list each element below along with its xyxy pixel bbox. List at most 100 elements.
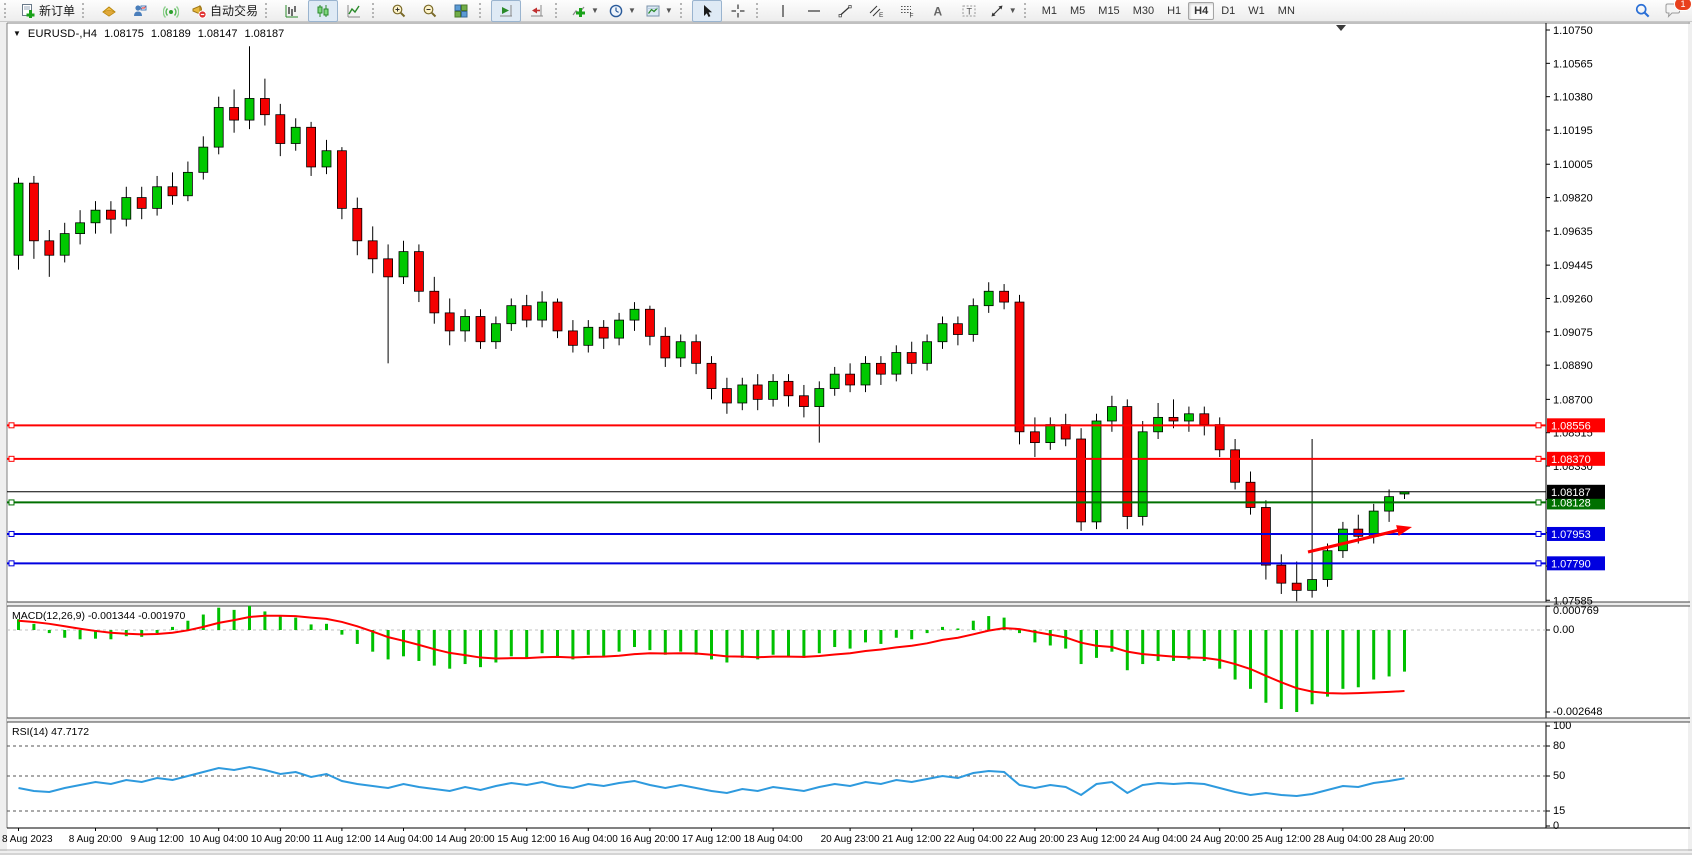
candles[interactable] — [13, 46, 1410, 602]
candle-bear[interactable] — [645, 308, 655, 337]
templates-button[interactable]: ▼ — [641, 0, 677, 22]
candle-bull[interactable] — [121, 197, 132, 220]
signals-button[interactable] — [156, 0, 186, 22]
candle-bear[interactable] — [953, 323, 963, 335]
candle-bear[interactable] — [106, 209, 116, 220]
chart-window[interactable]: ▼ EURUSD-,H4 1.08175 1.08189 1.08147 1.0… — [0, 22, 1692, 853]
zoom-out-button[interactable] — [415, 0, 445, 22]
candle-bull[interactable] — [182, 171, 193, 197]
time-axis[interactable]: 8 Aug 2023 8 Aug 20:00 9 Aug 12:00 10 Aug 0… — [2, 828, 1434, 845]
candle-bear[interactable] — [475, 316, 486, 343]
candle-bull[interactable] — [860, 362, 871, 386]
timeframe-h4[interactable]: H4 — [1188, 1, 1215, 20]
candle-bear[interactable] — [552, 301, 563, 332]
annotations[interactable] — [1307, 525, 1412, 554]
candle-bear[interactable] — [906, 352, 917, 364]
price-axis[interactable]: 1.10750 1.10565 1.10380 1.10195 1.10005 1.098… — [1546, 25, 1605, 607]
candle-bear[interactable] — [1353, 528, 1364, 537]
periods-button[interactable]: ▼ — [604, 0, 640, 22]
candle-bull[interactable] — [398, 251, 409, 278]
candle-bull[interactable] — [629, 308, 640, 321]
candle-bear[interactable] — [1060, 424, 1071, 440]
label-button[interactable]: T — [954, 0, 984, 22]
arrows-button[interactable]: ▼ — [985, 0, 1021, 22]
candle-bull[interactable] — [937, 323, 948, 343]
candle-bull[interactable] — [922, 341, 932, 364]
autotrading-button[interactable]: 自动交易 — [187, 0, 262, 22]
candle-bull[interactable] — [983, 290, 994, 307]
candle-bear[interactable] — [1014, 301, 1025, 433]
chat-button[interactable]: 1 — [1658, 0, 1692, 22]
fibonacci-button[interactable]: F — [892, 0, 922, 22]
candle-bear[interactable] — [521, 305, 532, 321]
candle-bear[interactable] — [799, 395, 809, 407]
candle-bull[interactable] — [614, 319, 624, 339]
candle-bear[interactable] — [1030, 431, 1040, 444]
timeframe-w1[interactable]: W1 — [1242, 2, 1271, 20]
rsi-pane[interactable]: RSI(14) 47.7172 100 80 50 15 0 — [7, 720, 1571, 832]
trendline-button[interactable] — [830, 0, 860, 22]
candle-bear[interactable] — [1291, 582, 1302, 591]
candle-bear[interactable] — [429, 290, 440, 314]
candle-bear[interactable] — [413, 251, 424, 292]
candle-bear[interactable] — [1245, 481, 1256, 508]
candle-bear[interactable] — [999, 290, 1009, 303]
toolbar-grip[interactable] — [265, 3, 272, 18]
candle-bear[interactable] — [1168, 416, 1179, 422]
bar-chart-button[interactable] — [277, 0, 307, 22]
candle-bear[interactable] — [691, 341, 701, 364]
macd-pane[interactable]: MACD(12,26,9) -0.001344 -0.001970 0.00076… — [7, 605, 1603, 718]
candle-bull[interactable] — [768, 380, 778, 400]
candle-bear[interactable] — [1276, 564, 1287, 584]
vertical-line-button[interactable] — [768, 0, 798, 22]
timeframe-m5[interactable]: M5 — [1064, 2, 1091, 20]
timeframe-m30[interactable]: M30 — [1127, 2, 1160, 20]
candle-bull[interactable] — [1045, 424, 1056, 444]
candle-bull[interactable] — [490, 323, 501, 343]
hline-objects[interactable] — [7, 422, 1546, 567]
candle-bull[interactable] — [1137, 431, 1148, 517]
candle-bull[interactable] — [968, 305, 979, 335]
candle-bull[interactable] — [506, 305, 517, 325]
chart-shift-button[interactable] — [522, 0, 552, 22]
candle-bull[interactable] — [1307, 579, 1317, 591]
candle-bear[interactable] — [167, 186, 178, 197]
line-chart-button[interactable] — [339, 0, 369, 22]
candle-bull[interactable] — [321, 150, 332, 168]
candle-bull[interactable] — [829, 373, 840, 389]
candle-bull[interactable] — [1107, 406, 1117, 422]
timeframe-mn[interactable]: MN — [1272, 2, 1301, 20]
candle-bear[interactable] — [783, 380, 794, 397]
community-button[interactable] — [125, 0, 155, 22]
tile-windows-button[interactable] — [446, 0, 476, 22]
cursor-button[interactable] — [691, 0, 722, 22]
channel-button[interactable]: E — [861, 0, 891, 22]
candlestick-chart-button[interactable] — [308, 0, 339, 22]
candle-bear[interactable] — [229, 107, 240, 121]
timeframe-d1[interactable]: D1 — [1215, 2, 1241, 20]
candle-bull[interactable] — [213, 107, 224, 148]
candle-bull[interactable] — [152, 186, 163, 209]
toolbar-grip[interactable] — [755, 3, 763, 18]
candle-bear[interactable] — [1122, 406, 1133, 517]
candle-bull[interactable] — [75, 222, 85, 235]
candle-bear[interactable] — [259, 98, 270, 116]
candle-bull[interactable] — [814, 388, 825, 407]
toolbar-grip[interactable] — [555, 3, 562, 18]
toolbar-grip[interactable] — [1023, 3, 1031, 18]
candle-bear[interactable] — [752, 384, 763, 400]
candle-bear[interactable] — [598, 326, 609, 339]
candle-bear[interactable] — [306, 126, 317, 168]
candle-bull[interactable] — [737, 384, 748, 404]
horizontal-line-button[interactable] — [799, 0, 829, 22]
toolbar-grip[interactable] — [479, 3, 486, 18]
text-button[interactable]: A — [923, 0, 953, 22]
candle-bear[interactable] — [845, 373, 855, 386]
candle-bull[interactable] — [460, 316, 471, 332]
candle-bull[interactable] — [244, 98, 255, 121]
candle-bull[interactable] — [1368, 510, 1379, 537]
candle-bear[interactable] — [706, 362, 717, 389]
candle-bear[interactable] — [136, 197, 147, 209]
candle-bear[interactable] — [1214, 424, 1225, 451]
candle-bull[interactable] — [1184, 413, 1194, 422]
